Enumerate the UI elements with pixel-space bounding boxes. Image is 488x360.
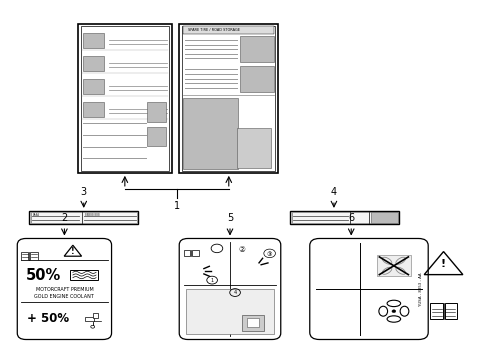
Bar <box>179 24 278 173</box>
Bar <box>82 33 104 48</box>
Text: GOLD ENGINE COOLANT: GOLD ENGINE COOLANT <box>35 294 94 299</box>
Bar <box>239 66 273 93</box>
Bar <box>290 211 398 224</box>
Bar <box>370 212 397 223</box>
Bar <box>82 56 104 71</box>
Text: SPARE TIRE / ROAD STORAGE: SPARE TIRE / ROAD STORAGE <box>187 28 240 32</box>
Bar <box>85 317 94 321</box>
Bar <box>236 128 271 168</box>
Bar <box>146 127 165 146</box>
Bar <box>29 211 138 224</box>
Bar <box>183 250 190 256</box>
Bar <box>82 79 104 94</box>
FancyBboxPatch shape <box>17 238 111 339</box>
Circle shape <box>391 310 395 312</box>
Text: !: ! <box>440 259 445 269</box>
Text: !: ! <box>71 247 75 256</box>
Text: 2: 2 <box>61 212 67 222</box>
Bar <box>82 102 104 117</box>
Bar <box>78 24 172 173</box>
Text: BBBBB BBB: BBBBB BBB <box>85 213 100 217</box>
Bar <box>20 252 28 260</box>
Text: MOTORCRAFT PREMIUM: MOTORCRAFT PREMIUM <box>36 287 93 292</box>
FancyBboxPatch shape <box>309 238 427 339</box>
Bar <box>246 318 259 327</box>
FancyBboxPatch shape <box>179 238 280 339</box>
Text: AAAA: AAAA <box>33 213 40 217</box>
Bar <box>146 102 165 122</box>
Bar <box>444 303 456 319</box>
Bar <box>31 212 137 223</box>
Text: YUSA - 8853 - AA: YUSA - 8853 - AA <box>418 272 422 306</box>
Bar <box>186 289 273 334</box>
Bar <box>70 270 98 280</box>
Bar <box>376 255 410 276</box>
Bar <box>30 252 38 260</box>
Bar <box>183 98 237 169</box>
Text: ②: ② <box>238 244 245 253</box>
Text: 4: 4 <box>233 290 236 295</box>
Bar <box>81 26 169 171</box>
Bar <box>239 36 273 62</box>
Bar <box>242 315 264 330</box>
Text: ③: ③ <box>266 252 272 257</box>
Text: 4: 4 <box>330 186 336 197</box>
Text: 1: 1 <box>173 201 180 211</box>
Text: 1: 1 <box>210 278 213 283</box>
Bar <box>93 312 97 318</box>
Bar <box>429 303 442 319</box>
Text: 3: 3 <box>81 186 87 197</box>
Bar <box>192 250 198 256</box>
Text: 50%: 50% <box>26 268 61 283</box>
Text: 6: 6 <box>347 212 354 222</box>
Bar <box>291 212 397 223</box>
Bar <box>182 26 275 171</box>
Text: 5: 5 <box>226 212 233 222</box>
Bar <box>183 26 274 34</box>
Text: + 50%: + 50% <box>27 312 69 325</box>
